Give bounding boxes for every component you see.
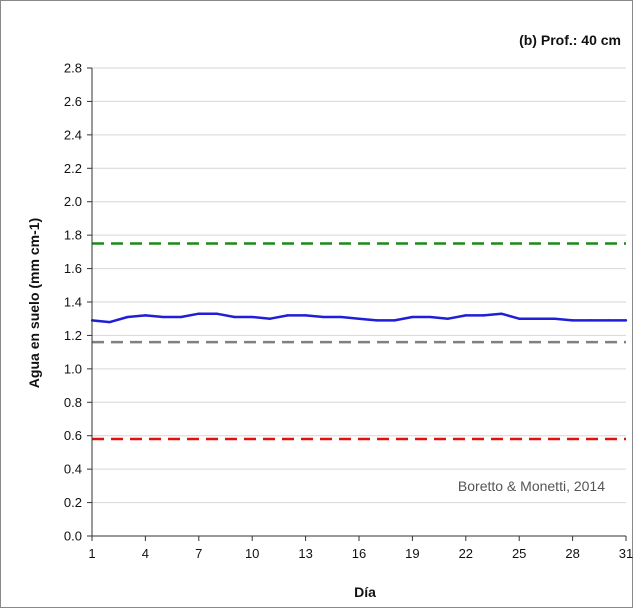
y-tick-label: 1.8 (64, 228, 82, 243)
data-point (375, 319, 378, 322)
chart-title: (b) Prof.: 40 cm (519, 32, 621, 48)
data-point (108, 320, 112, 324)
data-point (215, 312, 218, 315)
data-point (589, 319, 592, 322)
data-point (411, 315, 414, 319)
y-tick-label: 0.8 (64, 395, 82, 410)
y-axis-title: Agua en suelo (mm cm-1) (26, 218, 42, 388)
data-point (144, 314, 147, 317)
grid-lines (92, 67, 626, 504)
data-point (500, 312, 503, 315)
x-tick-labels: 1 4 7 10 13 16 19 22 25 28 31 (88, 546, 633, 561)
data-point (553, 317, 556, 320)
data-point (393, 319, 396, 322)
data-point (286, 314, 289, 317)
y-tick-label: 1.0 (64, 361, 82, 376)
x-tick-label: 19 (405, 546, 419, 561)
data-point (571, 319, 574, 322)
data-point (197, 312, 200, 315)
data-point (179, 315, 183, 319)
reference-lines (92, 242, 626, 441)
data-point (429, 315, 432, 319)
x-tick-label: 28 (565, 546, 579, 561)
x-tick-label: 13 (298, 546, 312, 561)
y-tick-labels: 0.0 0.2 0.4 0.6 0.8 1.0 1.2 1.4 1.6 1.8 2.0 2.2 2.4 2… (64, 61, 82, 544)
data-point (162, 315, 165, 319)
y-tick-label: 2.0 (64, 194, 82, 209)
data-point (340, 315, 343, 319)
y-tick-label: 2.4 (64, 127, 82, 142)
y-tick-label: 0.6 (64, 428, 82, 443)
data-point (126, 315, 129, 319)
x-tick-label: 31 (619, 546, 633, 561)
data-point (322, 315, 325, 319)
y-tick-label: 2.8 (64, 61, 82, 76)
x-tick-label: 10 (245, 546, 259, 561)
y-tick-label: 0.4 (64, 462, 82, 477)
data-point (233, 315, 236, 319)
data-point (482, 314, 485, 317)
y-tick-label: 1.2 (64, 328, 82, 343)
x-tick-label: 4 (142, 546, 149, 561)
series-lines (90, 312, 628, 324)
y-tick-label: 2.6 (64, 94, 82, 109)
data-point (251, 315, 254, 319)
x-tick-label: 1 (88, 546, 95, 561)
y-tick-label: 1.4 (64, 295, 82, 310)
x-tick-label: 7 (195, 546, 202, 561)
x-axis-title: Día (354, 584, 376, 600)
data-point (535, 317, 539, 320)
data-point (624, 319, 628, 322)
data-point (268, 317, 272, 320)
x-tick-label: 22 (459, 546, 473, 561)
y-tick-label: 0.0 (64, 529, 82, 544)
data-point (446, 317, 450, 320)
data-point (304, 314, 307, 317)
x-tick-label: 25 (512, 546, 526, 561)
data-point (607, 319, 610, 322)
data-point (518, 317, 521, 320)
data-point (357, 317, 361, 320)
source-annotation: Boretto & Monetti, 2014 (458, 478, 605, 494)
y-tick-label: 2.2 (64, 161, 82, 176)
x-tick-label: 16 (352, 546, 366, 561)
y-tick-label: 1.6 (64, 261, 82, 276)
data-point (464, 314, 467, 317)
axes (87, 67, 627, 541)
y-tick-label: 0.2 (64, 495, 82, 510)
